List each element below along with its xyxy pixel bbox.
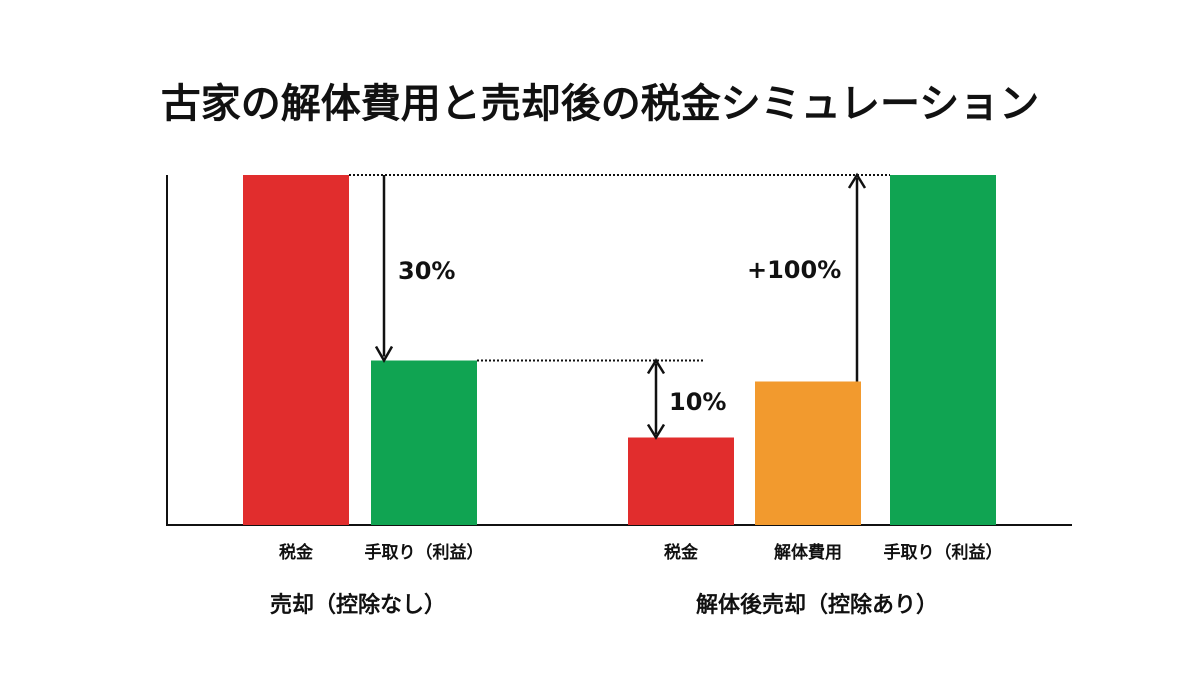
chart-title: 古家の解体費用と売却後の税金シミュレーション bbox=[161, 81, 1039, 127]
bar-label-0-1: 手取り（利益） bbox=[365, 542, 484, 563]
arrow-100-head bbox=[847, 172, 867, 189]
bar-label-1-0: 税金 bbox=[664, 542, 699, 563]
bar-0-0 bbox=[243, 175, 349, 525]
bar-0-1 bbox=[371, 360, 477, 525]
bar-1-2 bbox=[890, 175, 996, 525]
annotation-30: 30% bbox=[398, 257, 455, 285]
bar-1-1 bbox=[755, 381, 861, 525]
bar-1-0 bbox=[628, 437, 734, 525]
bar-label-1-2: 手取り（利益） bbox=[884, 542, 1003, 563]
group-label-0: 売却（控除なし） bbox=[270, 592, 446, 618]
annotation-10: 10% bbox=[669, 388, 726, 416]
arrow-10-head-top bbox=[646, 358, 666, 375]
arrow-10-head-bottom bbox=[646, 423, 666, 440]
arrow-30-head bbox=[374, 345, 394, 364]
bar-label-1-1: 解体費用 bbox=[774, 542, 842, 563]
group-label-1: 解体後売却（控除あり） bbox=[696, 592, 938, 618]
bar-label-0-0: 税金 bbox=[279, 542, 314, 563]
annotation-100: +100% bbox=[747, 256, 841, 284]
